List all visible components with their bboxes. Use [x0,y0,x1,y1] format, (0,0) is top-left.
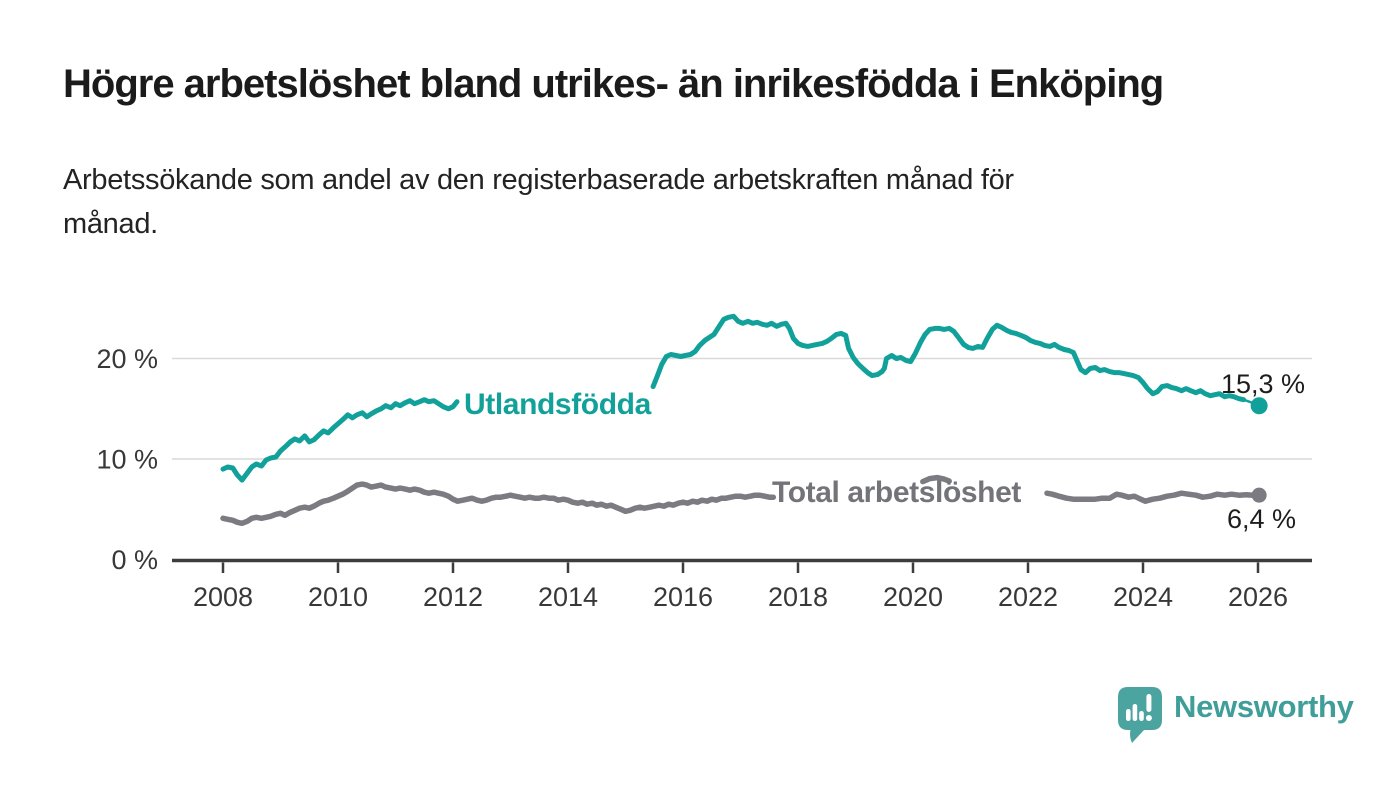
series-line-total-arbetsloshet [1044,490,1262,504]
series-end-dot-utlandsfodda [1250,397,1268,415]
end-value-label-total-arbetsloshet: 6,4 % [1227,504,1297,534]
y-tick-label: 10 % [96,445,158,475]
newsworthy-brand-name: Newsworthy [1174,689,1354,724]
series-line-utlandsfodda [650,313,1247,403]
x-tick-label: 2020 [883,582,943,612]
x-tick-label: 2022 [998,582,1058,612]
chart-subtitle: Arbetssökande som andel av den registerb… [63,158,1303,247]
series-label-utlandsfodda: Utlandsfödda [464,388,651,421]
x-tick-label: 2012 [423,582,483,612]
newsworthy-brand-link[interactable]: Newsworthy [1117,686,1354,746]
x-tick-label: 2008 [193,582,253,612]
x-tick-label: 2010 [308,582,368,612]
chart-subtitle-line1: Arbetssökande som andel av den registerb… [63,164,1014,196]
series-end-dot-total-arbetsloshet [1251,487,1267,503]
series-line-utlandsfodda [220,397,460,483]
series-line-total-arbetsloshet [220,481,777,527]
newsworthy-logo-icon [1118,687,1162,743]
y-tick-label: 20 % [96,344,158,374]
chart-subtitle-line2: månad. [63,208,158,241]
x-tick-label: 2016 [653,582,713,612]
x-tick-label: 2026 [1228,582,1288,612]
series-line-total-arbetsloshet [920,474,952,485]
x-tick-label: 2024 [1113,582,1173,612]
end-value-label-utlandsfodda: 15,3 % [1221,369,1306,399]
chart-title: Högre arbetslöshet bland utrikes- än inr… [63,62,1164,106]
x-tick-label: 2014 [538,582,598,612]
series-label-total-arbetsloshet: Total arbetslöshet [772,476,1021,509]
y-tick-label: 0 % [111,545,158,575]
x-tick-label: 2018 [768,582,828,612]
